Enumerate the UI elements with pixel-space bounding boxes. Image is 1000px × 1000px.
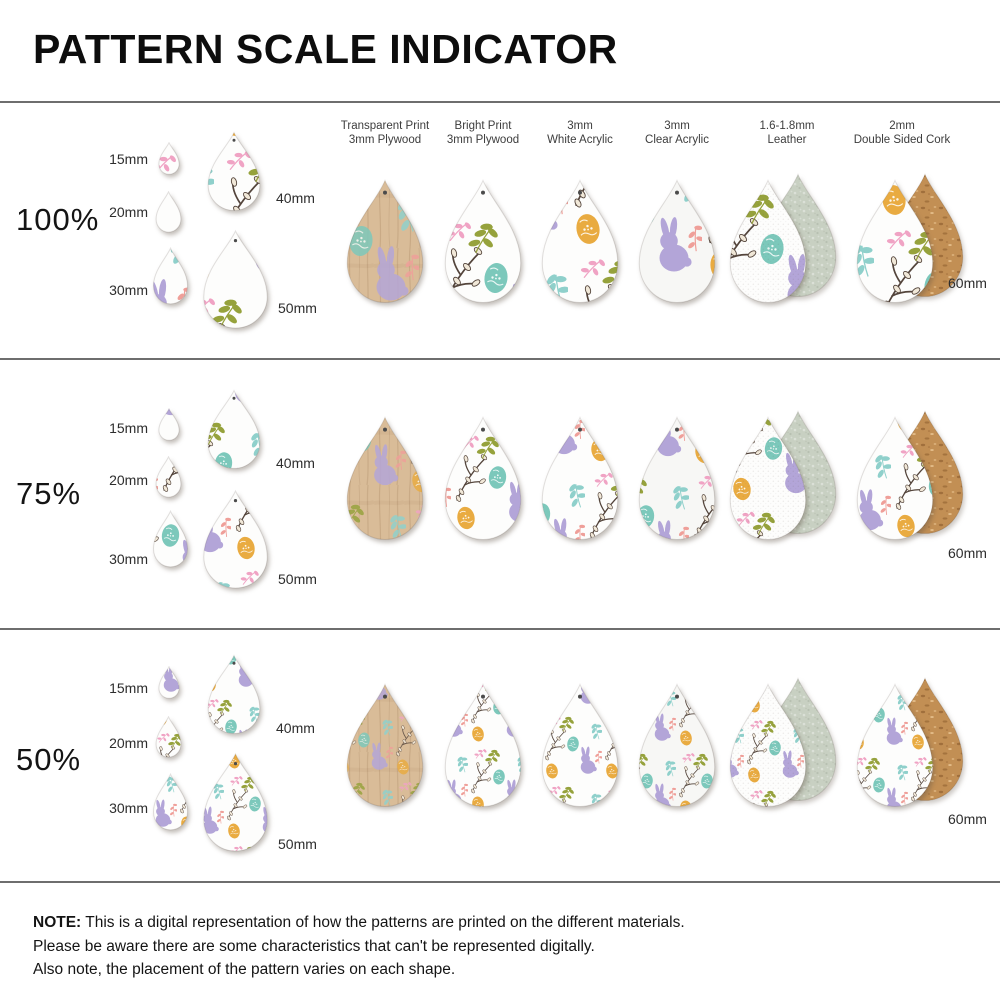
note-line-3: Also note, the placement of the pattern … — [33, 961, 456, 978]
size-label-60mm: 60mm — [948, 545, 987, 561]
teardrop-size-sample — [152, 247, 189, 305]
column-header-2: Bright Print 3mm Plywood — [446, 120, 520, 146]
teardrop-size-sample — [203, 229, 268, 329]
note-line-1: NOTE: This is a digital representation o… — [33, 914, 685, 931]
teardrop-material-sample — [638, 416, 716, 540]
size-label: 30mm — [109, 282, 148, 298]
teardrop-size-sample — [155, 716, 182, 758]
teardrop-size-sample — [155, 191, 182, 233]
size-label: 20mm — [109, 472, 148, 488]
teardrop-size-sample — [158, 408, 180, 441]
teardrop-material-sample — [444, 683, 522, 807]
teardrop-material-sample — [856, 416, 934, 540]
teardrop-material-sample — [638, 683, 716, 807]
size-label: 20mm — [109, 735, 148, 751]
teardrop-material-sample — [541, 416, 619, 540]
size-label: 15mm — [109, 680, 148, 696]
teardrop-size-sample — [207, 654, 261, 734]
page-title: PATTERN SCALE INDICATOR — [33, 26, 618, 72]
size-label-60mm: 60mm — [948, 275, 987, 291]
teardrop-size-sample — [203, 489, 268, 589]
size-label: 30mm — [109, 551, 148, 567]
teardrop-material-sample — [346, 416, 424, 540]
column-header-3: 3mm White Acrylic — [547, 120, 613, 146]
size-label: 40mm — [276, 455, 315, 471]
size-label-60mm: 60mm — [948, 811, 987, 827]
teardrop-size-sample — [207, 389, 261, 469]
column-header-4: 3mm Clear Acrylic — [645, 120, 709, 146]
scale-label-100%: 100% — [16, 202, 100, 237]
teardrop-material-sample — [444, 416, 522, 540]
note-label: NOTE: — [33, 914, 82, 931]
size-label: 50mm — [278, 836, 317, 852]
teardrop-size-sample — [155, 456, 182, 498]
teardrop-material-sample — [541, 179, 619, 303]
teardrop-material-sample — [729, 683, 807, 807]
teardrop-size-sample — [158, 142, 180, 175]
size-label: 15mm — [109, 420, 148, 436]
note-text: NOTE: This is a digital representation o… — [33, 911, 685, 982]
size-label: 20mm — [109, 204, 148, 220]
teardrop-material-sample — [729, 179, 807, 303]
teardrop-material-sample — [346, 683, 424, 807]
divider-line — [0, 101, 1000, 103]
teardrop-material-sample — [856, 683, 934, 807]
size-label: 30mm — [109, 800, 148, 816]
teardrop-size-sample — [158, 666, 180, 699]
size-label: 15mm — [109, 151, 148, 167]
teardrop-material-sample — [856, 179, 934, 303]
divider-line — [0, 881, 1000, 883]
teardrop-material-sample — [541, 683, 619, 807]
divider-line — [0, 628, 1000, 630]
size-label: 40mm — [276, 720, 315, 736]
teardrop-size-sample — [207, 131, 261, 211]
column-header-6: 2mm Double Sided Cork — [853, 120, 951, 146]
teardrop-material-sample — [638, 179, 716, 303]
divider-line — [0, 358, 1000, 360]
size-label: 50mm — [278, 571, 317, 587]
teardrop-size-sample — [203, 752, 268, 852]
column-header-1: Transparent Print 3mm Plywood — [340, 120, 430, 146]
scale-label-75%: 75% — [16, 476, 82, 511]
teardrop-material-sample — [346, 179, 424, 303]
teardrop-size-sample — [152, 773, 189, 831]
teardrop-material-sample — [729, 416, 807, 540]
teardrop-size-sample — [152, 510, 189, 568]
size-label: 40mm — [276, 190, 315, 206]
note-line-2: Please be aware there are some character… — [33, 937, 595, 955]
teardrop-material-sample — [444, 179, 522, 303]
size-label: 50mm — [278, 300, 317, 316]
column-header-5: 1.6-1.8mm Leather — [759, 120, 815, 146]
scale-label-50%: 50% — [16, 742, 82, 777]
